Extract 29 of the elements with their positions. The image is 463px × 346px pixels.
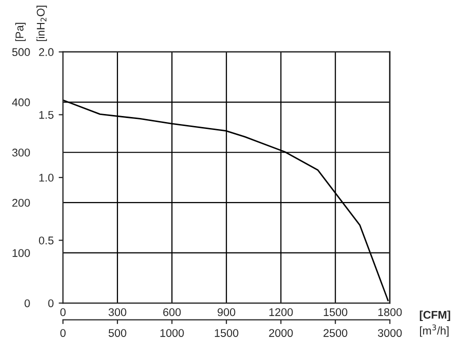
y2-tick-label: 0 (48, 299, 54, 308)
x-tick-label: 1800 (378, 308, 402, 316)
y-tick-label: 300 (12, 148, 30, 157)
x-tick-label: 600 (163, 308, 181, 316)
x2-tick-label: 1500 (214, 329, 238, 337)
y-tick-label: 400 (12, 98, 30, 106)
x-tick-label: 1200 (269, 308, 293, 316)
y2-tick-label: 1.5 (39, 111, 54, 119)
x2-tick-label: 2000 (269, 329, 293, 337)
y2-tick-label: 1.0 (39, 174, 54, 182)
y-tick-label: 100 (12, 249, 30, 257)
y2-axis-title: [inH$_{2}$O] (36, 6, 47, 42)
x-axis-title: [CFM] (420, 310, 450, 321)
x-tick-label: 300 (108, 308, 126, 316)
x-tick-label: 0 (60, 308, 66, 316)
x2-tick-label: 1000 (160, 329, 184, 337)
y-axis-title: [Pa] (15, 22, 26, 42)
x2-tick-label: 2500 (324, 329, 348, 337)
x-tick-label: 900 (218, 308, 236, 316)
y2-tick-label: 0.5 (38, 236, 54, 244)
x2-tick-label: 500 (108, 329, 126, 337)
y-tick-label: 200 (12, 198, 30, 207)
y2-tick-label: 2.0 (39, 48, 54, 56)
x-tick-label: 1500 (324, 308, 348, 316)
x2-axis-title: [m$^{3}$/h] (420, 324, 449, 337)
x2-tick-label: 0 (60, 329, 66, 337)
x2-tick-label: 3000 (378, 329, 402, 337)
y-tick-label: 500 (12, 48, 30, 56)
y-tick-label: 0 (24, 299, 30, 308)
